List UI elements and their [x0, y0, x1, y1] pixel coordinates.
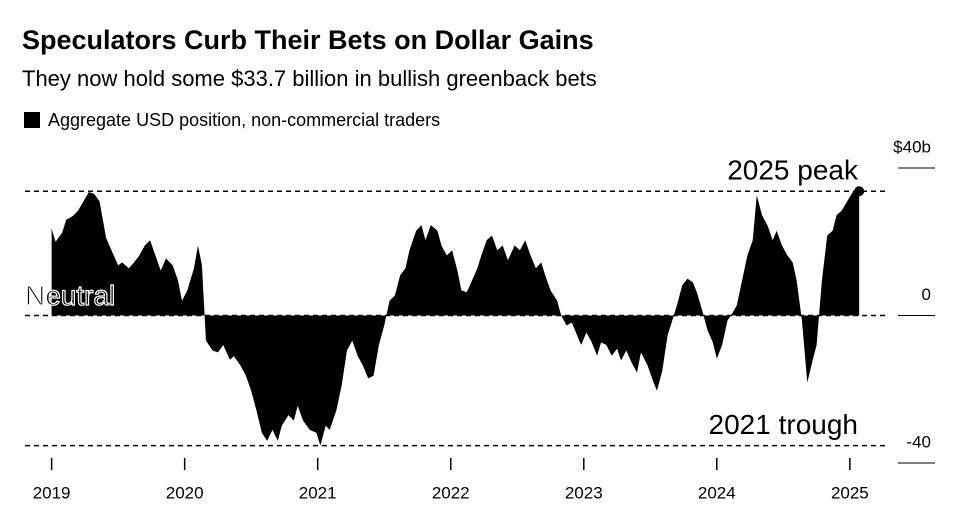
annotation-label: Neutral — [25, 280, 115, 311]
annotation-label: 2021 trough — [709, 409, 858, 440]
legend-label: Aggregate USD position, non-commercial t… — [48, 110, 440, 130]
y-tick-label: $40b — [893, 137, 931, 156]
y-tick-label: -40 — [906, 432, 931, 451]
end-dot — [854, 186, 865, 197]
legend-swatch — [24, 112, 40, 128]
x-tick-label: 2022 — [432, 483, 470, 502]
x-tick-label: 2019 — [33, 483, 71, 502]
x-tick-label: 2024 — [698, 483, 736, 502]
x-tick-label: 2023 — [565, 483, 603, 502]
area — [51, 191, 860, 446]
chart-subtitle: They now hold some $33.7 billion in bull… — [22, 66, 597, 91]
x-tick-label: 2021 — [299, 483, 337, 502]
y-tick-label: 0 — [922, 285, 931, 304]
x-tick-label: 2025 — [831, 483, 869, 502]
chart-title: Speculators Curb Their Bets on Dollar Ga… — [22, 25, 594, 55]
annotation-label: 2025 peak — [727, 155, 859, 186]
x-tick-label: 2020 — [166, 483, 204, 502]
